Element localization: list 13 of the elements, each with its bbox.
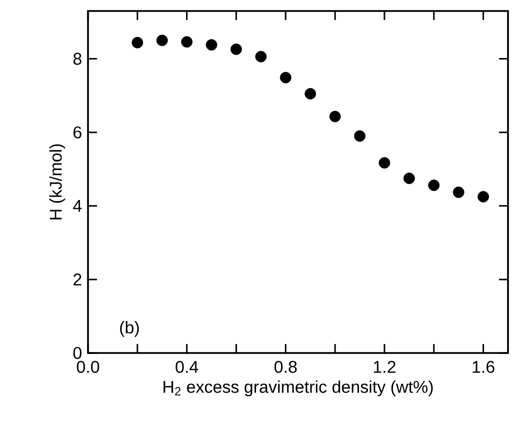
- y-tick-label: 2: [74, 274, 82, 286]
- x-tick-label: 1.2: [374, 360, 396, 373]
- y-axis-title: H (kJ/mol): [49, 144, 66, 220]
- x-tick-label: 0.8: [274, 360, 297, 373]
- annotation: (b): [120, 321, 139, 337]
- y-tick-label: 8: [73, 52, 82, 65]
- y-tick-label: 4: [73, 200, 82, 212]
- y-tick-label: 6: [74, 126, 82, 138]
- x-tick-label: 0.0: [76, 360, 100, 373]
- y-tick-label: 0: [73, 346, 82, 360]
- x-axis-title: H$_{2}$ excess gravimetric density (wt%): [164, 380, 433, 396]
- x-tick-label: 0.4: [176, 360, 198, 373]
- x-tick-label: 1.6: [472, 360, 494, 373]
